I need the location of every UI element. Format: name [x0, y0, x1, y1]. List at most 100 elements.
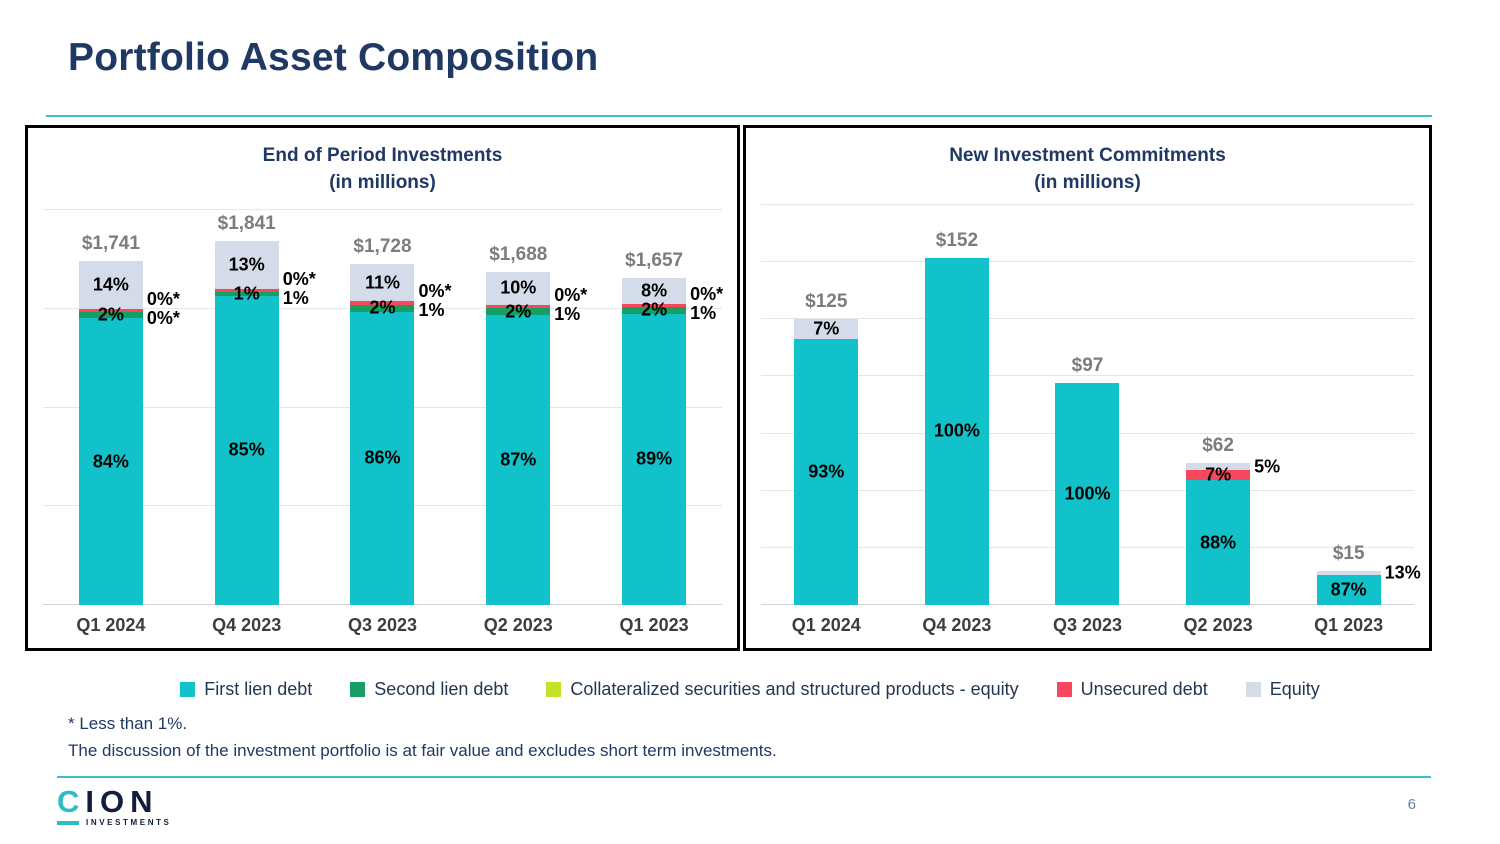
segment-first_lien: 88% [1186, 480, 1251, 605]
legend-item: Equity [1245, 679, 1320, 700]
plot-area: 7% 93% $125 100% $152 100% $97 7% 88% $62 5% 87% $15… [761, 204, 1421, 605]
side-label: 1% [554, 303, 581, 324]
segment-first_lien: 85% [214, 295, 279, 606]
side-label: 0%* [282, 268, 316, 289]
plot-area: 14% 2% 84% $1,741 0%* 0%* 13% 1% 85% $1,841 0%* 1% 1… [43, 209, 724, 606]
logo-dash [57, 820, 79, 825]
segment-unsecured [486, 304, 551, 309]
segment-second_lien: 2% [622, 300, 687, 320]
footnote-less-than-1pct: * Less than 1%. [68, 714, 188, 733]
segment-label: 85% [228, 439, 265, 460]
side-label: 1% [418, 300, 445, 321]
segment-equity [1316, 570, 1381, 576]
bar-slot: 11% 2% 86% $1,728 0%* 1% [315, 210, 452, 605]
bar-total-label: $1,728 [353, 235, 412, 257]
segment-second_lien: 2% [486, 301, 551, 321]
bar-slots: 14% 2% 84% $1,741 0%* 0%* 13% 1% 85% $1,841 0%* 1% 1… [43, 210, 724, 606]
bar-slot: 8% 2% 89% $1,657 0%* 1% [586, 210, 724, 605]
bar-side-labels: 0%* 1% [554, 284, 588, 324]
logo-subtext: INVESTMENTS [86, 818, 172, 827]
segment-label: 2% [97, 304, 124, 325]
side-label: 0%* [146, 289, 180, 310]
logo-c-mark: C [57, 784, 86, 819]
stacked-bar: 100% [924, 257, 989, 605]
segment-first_lien: 87% [486, 314, 551, 605]
segment-first_lien: 86% [350, 311, 415, 605]
chart-title-line2: (in millions) [329, 172, 436, 193]
segment-first_lien: 84% [78, 318, 143, 605]
bar-side-labels: 0%* 1% [282, 268, 316, 308]
side-label: 0%* [554, 284, 588, 305]
side-label: 1% [690, 302, 717, 323]
bar-side-labels: 0%* 0%* [147, 290, 180, 328]
legend-swatch-first_lien [180, 682, 196, 697]
side-label: 5% [1254, 456, 1281, 477]
stacked-bar: 7% 93% [794, 318, 859, 605]
bar-side-labels: 0%* 1% [418, 282, 451, 320]
segment-label: 100% [933, 420, 980, 441]
bar-total-label: $97 [1071, 355, 1104, 377]
segment-label: 2% [369, 297, 396, 318]
chart-title-line2: (in millions) [1034, 172, 1141, 193]
segment-equity: 10% [486, 271, 551, 305]
bar-side-labels: 5% [1254, 457, 1280, 476]
footer-divider [57, 776, 1431, 778]
segment-equity: 13% [214, 241, 279, 289]
segment-label: 1% [233, 283, 260, 304]
page-number: 6 [1407, 796, 1416, 813]
segment-second_lien: 1% [214, 284, 279, 304]
side-label: 0%* [690, 283, 724, 304]
legend-swatch-collateralized [546, 682, 562, 697]
segment-equity: 11% [350, 263, 415, 302]
bar-total-label: $62 [1202, 435, 1234, 457]
chart-title-line1: New Investment Commitments [949, 145, 1226, 166]
bar-total-label: $1,741 [81, 233, 140, 255]
segment-label: 89% [636, 448, 673, 469]
segment-unsecured [350, 301, 415, 305]
segment-label: 7% [1205, 464, 1232, 485]
segment-label: 2% [505, 301, 532, 322]
stacked-bar: 7% 88% [1186, 463, 1251, 605]
stacked-bar: 13% 1% 85% [214, 241, 279, 606]
bar-total-label: $125 [805, 291, 848, 313]
stacked-bar: 11% 2% 86% [350, 263, 415, 605]
segment-equity [1186, 463, 1251, 471]
segment-equity: 14% [78, 261, 143, 309]
stacked-bar: 8% 2% 89% [622, 277, 687, 605]
gridline [761, 204, 1414, 205]
x-axis-labels: Q1 2024 Q4 2023 Q3 2023 Q2 2023 Q1 2023 [43, 615, 722, 636]
legend-swatch-second_lien [350, 682, 366, 697]
x-axis-label: Q1 2024 [76, 615, 146, 635]
segment-first_lien: 87% [1316, 575, 1381, 605]
chart-title: New Investment Commitments (in millions) [746, 142, 1429, 196]
segment-second_lien: 2% [78, 305, 143, 325]
segment-label: 11% [364, 272, 401, 292]
segment-unsecured: 7% [1186, 465, 1251, 485]
chart-title-line1: End of Period Investments [262, 145, 503, 166]
stacked-bar: 100% [1055, 383, 1120, 605]
legend-label: Unsecured debt [1080, 679, 1208, 699]
stacked-bar: 10% 2% 87% [486, 271, 551, 605]
bar-slot: 87% $15 13% [1283, 205, 1421, 605]
stacked-bar: 87% [1316, 570, 1381, 605]
bar-total-label: $1,688 [489, 243, 548, 265]
segment-label: 2% [641, 299, 668, 320]
bar-total-label: $15 [1332, 542, 1365, 564]
gridline [761, 375, 1414, 377]
segment-label: 87% [1330, 579, 1367, 600]
side-label: 0%* [146, 308, 180, 329]
segment-label: 7% [813, 318, 840, 339]
segment-equity: 8% [622, 277, 687, 304]
bar-slot: 10% 2% 87% $1,688 0%* 1% [450, 210, 588, 605]
segment-label: 14% [92, 274, 129, 295]
side-label: 13% [1384, 562, 1421, 583]
cion-investments-logo: CION INVESTMENTS [57, 786, 172, 827]
segment-equity: 7% [794, 318, 859, 340]
segment-unsecured [214, 288, 279, 293]
legend-item: First lien debt [180, 679, 312, 700]
legend-item: Unsecured debt [1056, 679, 1208, 700]
segment-label: 88% [1200, 532, 1237, 553]
x-axis-label: Q2 2023 [483, 615, 553, 635]
footnote-fair-value: The discussion of the investment portfol… [68, 741, 777, 760]
x-axis-labels: Q1 2024 Q4 2023 Q3 2023 Q2 2023 Q1 2023 [761, 615, 1414, 636]
